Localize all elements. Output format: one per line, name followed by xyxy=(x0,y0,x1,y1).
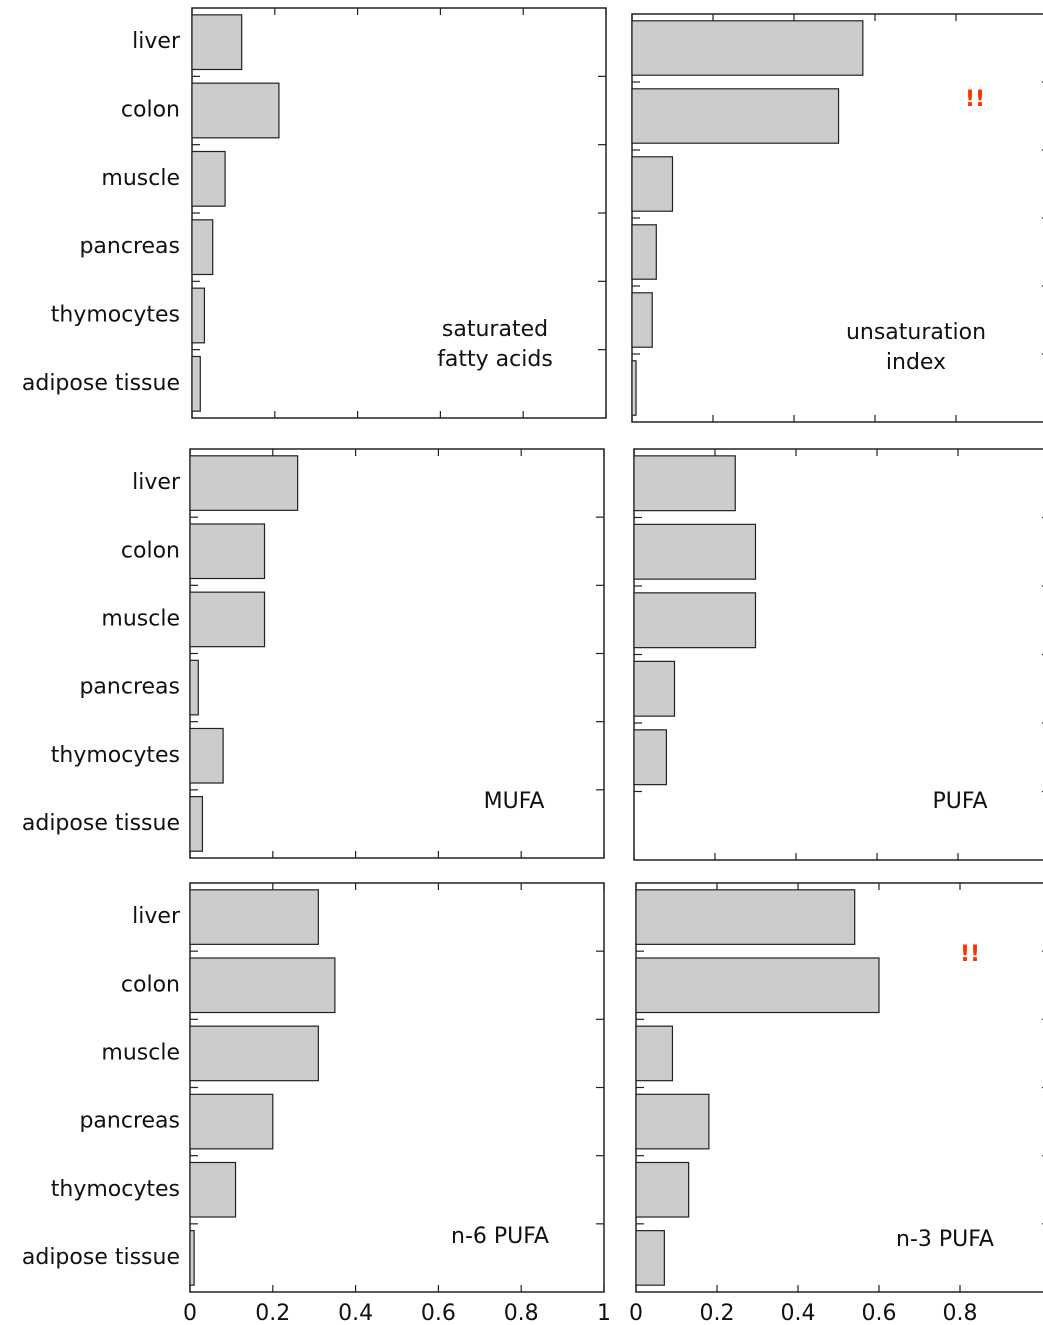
x-tick-label: 0 xyxy=(183,1301,197,1325)
panel-label: fatty acids xyxy=(437,347,553,372)
bar xyxy=(189,889,319,945)
bar xyxy=(635,1025,674,1082)
x-tick-label: 0.2 xyxy=(700,1301,735,1325)
bar xyxy=(191,150,226,207)
category-label: pancreas xyxy=(79,675,180,700)
bar xyxy=(631,292,653,348)
bar xyxy=(189,1093,274,1150)
x-tick-label: 0.4 xyxy=(338,1301,373,1325)
category-label: liver xyxy=(132,904,181,929)
bar xyxy=(631,20,864,76)
category-label: liver xyxy=(132,29,181,54)
bar xyxy=(191,287,206,344)
category-label: colon xyxy=(121,98,180,123)
bar xyxy=(189,659,199,716)
bar xyxy=(635,889,856,945)
bar xyxy=(631,360,637,416)
category-label: muscle xyxy=(101,606,180,631)
highlight-marker: !! xyxy=(965,87,985,112)
bar xyxy=(631,88,840,144)
bar xyxy=(189,796,204,852)
x-tick-label: 0.8 xyxy=(943,1301,978,1325)
bar xyxy=(189,455,299,511)
category-label: colon xyxy=(121,538,180,563)
bar xyxy=(191,14,243,71)
bar xyxy=(633,592,757,649)
category-label: muscle xyxy=(101,166,180,191)
bar xyxy=(631,224,657,280)
category-label: adipose tissue xyxy=(22,811,180,836)
bar xyxy=(633,455,736,512)
bar xyxy=(633,729,668,786)
category-label: thymocytes xyxy=(51,743,180,768)
x-tick-label: 0.6 xyxy=(421,1301,456,1325)
category-label: liver xyxy=(132,470,181,495)
bar xyxy=(189,1025,319,1082)
panel-label: PUFA xyxy=(932,789,987,814)
bar xyxy=(631,156,674,212)
bar xyxy=(189,1230,195,1286)
highlight-marker: !! xyxy=(960,942,980,967)
category-label: thymocytes xyxy=(51,303,180,328)
bar xyxy=(635,1093,710,1150)
bar xyxy=(633,523,757,580)
bar xyxy=(635,1230,665,1286)
bar xyxy=(189,957,336,1014)
panel-label: n-3 PUFA xyxy=(896,1227,994,1252)
category-label: adipose tissue xyxy=(22,371,180,396)
bar xyxy=(635,957,880,1014)
bar xyxy=(633,660,676,717)
x-tick-label: 1 xyxy=(597,1301,611,1325)
category-label: colon xyxy=(121,972,180,997)
bar xyxy=(189,591,266,648)
bar xyxy=(191,219,214,276)
x-tick-label: 0 xyxy=(629,1301,643,1325)
x-tick-label: 0.8 xyxy=(504,1301,539,1325)
bar xyxy=(189,1161,237,1218)
category-label: pancreas xyxy=(79,1109,180,1134)
category-label: thymocytes xyxy=(51,1177,180,1202)
panel-label: n-6 PUFA xyxy=(451,1224,549,1249)
panel-label: unsaturation xyxy=(846,320,986,345)
panel-label: MUFA xyxy=(484,789,545,814)
x-tick-label: 0.2 xyxy=(255,1301,290,1325)
x-tick-label: 0.6 xyxy=(862,1301,897,1325)
category-label: adipose tissue xyxy=(22,1245,180,1270)
bar xyxy=(191,355,201,412)
category-label: muscle xyxy=(101,1040,180,1065)
panel-label: index xyxy=(886,350,946,375)
bar xyxy=(189,523,266,580)
bar xyxy=(189,727,224,784)
category-label: pancreas xyxy=(79,234,180,259)
bar xyxy=(191,82,280,139)
x-tick-label: 0.4 xyxy=(781,1301,816,1325)
panel-label: saturated xyxy=(442,317,548,342)
bar xyxy=(635,1161,690,1218)
